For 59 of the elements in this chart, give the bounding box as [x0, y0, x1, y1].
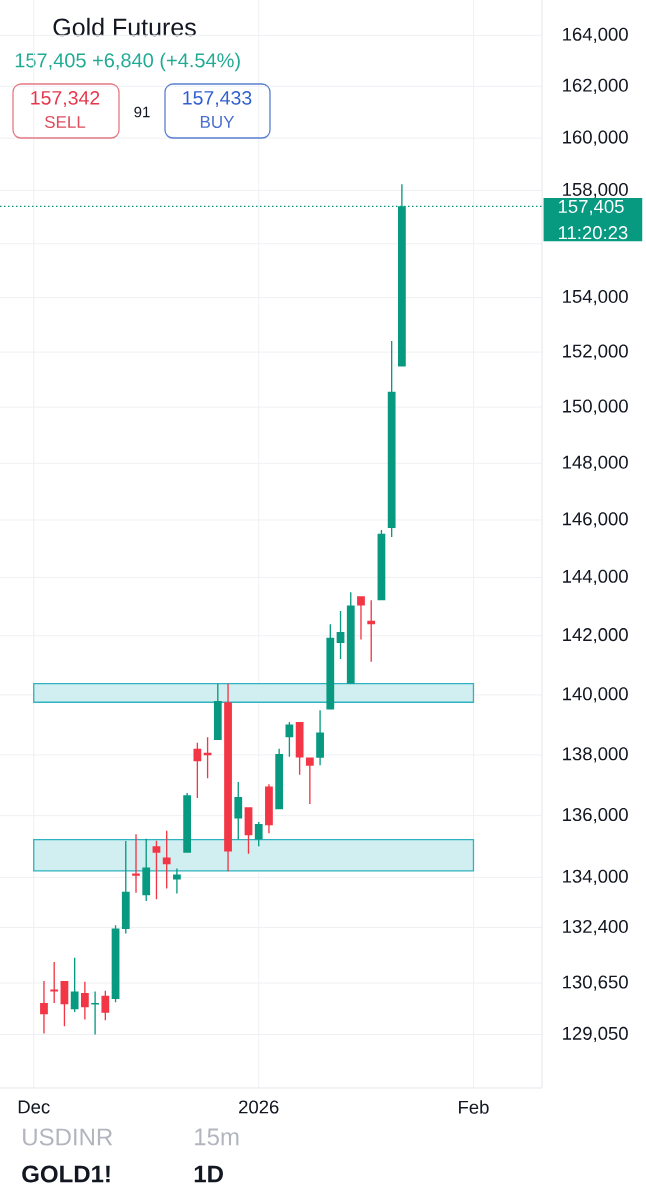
candlestick	[142, 838, 151, 901]
y-tick-label: 154,000	[563, 289, 628, 306]
y-tick-label: 129,050	[563, 1026, 628, 1043]
candlestick	[305, 757, 314, 804]
candlestick	[173, 868, 181, 894]
y-tick-label: 164,000	[563, 27, 628, 43]
candlestick	[316, 710, 324, 766]
candlestick	[70, 957, 79, 1012]
y-tick-label: 146,000	[563, 512, 628, 528]
y-tick-label: 158,000	[563, 182, 628, 199]
y-tick-label: 150,000	[563, 399, 628, 415]
text: Gold Futures	[53, 17, 196, 37]
candlestick	[121, 840, 130, 934]
candlestick	[80, 981, 89, 1020]
candlestick	[234, 782, 243, 840]
y-tick-label: 142,000	[563, 628, 628, 644]
candlestick	[275, 748, 284, 810]
candlestick	[111, 925, 120, 1003]
candlestick	[213, 683, 222, 741]
text: 1D	[194, 1165, 223, 1183]
y-tick-label: 162,000	[563, 78, 628, 94]
text: GOLD1!	[22, 1165, 110, 1183]
x-tick-label: Feb	[459, 1100, 489, 1114]
y-tick-label: 160,000	[563, 130, 628, 146]
y-tick-label: 148,000	[563, 455, 628, 471]
y-tick-label: 152,000	[563, 344, 628, 360]
candlestick	[326, 624, 335, 710]
y-tick-label: 130,650	[563, 975, 628, 991]
candlestick	[40, 980, 48, 1034]
y-tick-label: 134,000	[563, 869, 628, 885]
text: 157,405 +6,840 (+4.54%)	[15, 52, 240, 72]
y-tick-label: 136,000	[563, 807, 628, 824]
ref-line-label: 157,405	[558, 199, 624, 216]
candlestick	[224, 683, 232, 872]
y-tick-label: 132,400	[563, 919, 628, 936]
candlestick	[101, 990, 110, 1021]
candlestick	[346, 592, 355, 684]
candlestick	[193, 742, 202, 798]
annotation: 91	[134, 106, 150, 118]
text: USDINR	[23, 1128, 113, 1146]
y-tick-label: 140,000	[563, 687, 628, 703]
x-tick-label: 2026	[239, 1100, 279, 1114]
x-tick-label: Dec	[18, 1100, 50, 1114]
text: 15m	[195, 1128, 239, 1146]
candlestick	[387, 341, 396, 537]
candlestick	[254, 821, 263, 847]
candlestick	[357, 596, 365, 640]
candlestick	[265, 784, 273, 834]
candlestick	[295, 722, 304, 775]
candlestick	[132, 834, 140, 893]
annotation: 157,342	[31, 90, 100, 108]
text: 11:20:23	[558, 226, 628, 240]
candlestick	[183, 793, 192, 853]
annotation: SELL	[44, 115, 86, 129]
annotation: 157,433	[183, 90, 252, 108]
annotation: BUY	[200, 116, 235, 128]
y-tick-label: 144,000	[563, 569, 628, 586]
candlestick	[91, 991, 99, 1035]
y-tick-label: 138,000	[563, 747, 628, 763]
